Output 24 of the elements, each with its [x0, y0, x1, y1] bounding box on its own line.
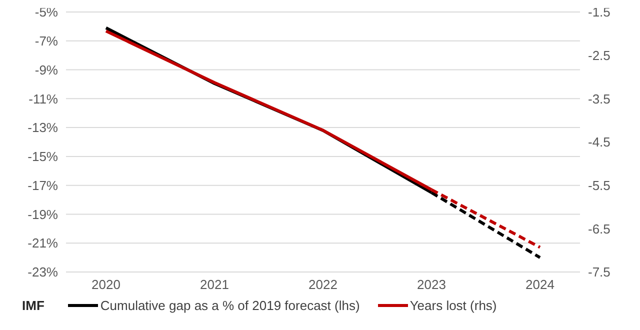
y-tick-label: -17% — [28, 178, 58, 193]
text: IMF — [22, 298, 44, 313]
y2-tick-label: -7.5 — [588, 264, 610, 280]
legend-label: Years lost (rhs) — [410, 298, 497, 313]
y2-tick-label: -3.5 — [588, 91, 610, 106]
y2-tick-label: -4.5 — [588, 134, 610, 150]
x-tick-label: 2024 — [526, 277, 554, 292]
y-tick-label: -11% — [28, 91, 58, 106]
y-tick-label: -7% — [34, 34, 58, 49]
y2-tick-label: -1.5 — [588, 4, 610, 20]
y2-tick-label: -5.5 — [588, 178, 610, 193]
x-tick-label: 2023 — [417, 277, 446, 292]
y2-tick-label: -2.5 — [588, 48, 610, 63]
x-tick-label: 2021 — [200, 277, 229, 292]
y-tick-label: -21% — [28, 236, 58, 251]
legend-label: Cumulative gap as a % of 2019 forecast (lhs) — [100, 298, 360, 313]
y-tick-label: -15% — [28, 149, 58, 164]
y2-tick-label: -6.5 — [588, 221, 610, 236]
x-tick-label: 2020 — [92, 277, 120, 292]
y-tick-label: -23% — [28, 264, 58, 280]
x-tick-label: 2022 — [308, 277, 338, 292]
y-tick-label: -19% — [28, 206, 58, 222]
y-tick-label: -9% — [34, 62, 58, 78]
y-tick-label: -13% — [28, 120, 58, 136]
